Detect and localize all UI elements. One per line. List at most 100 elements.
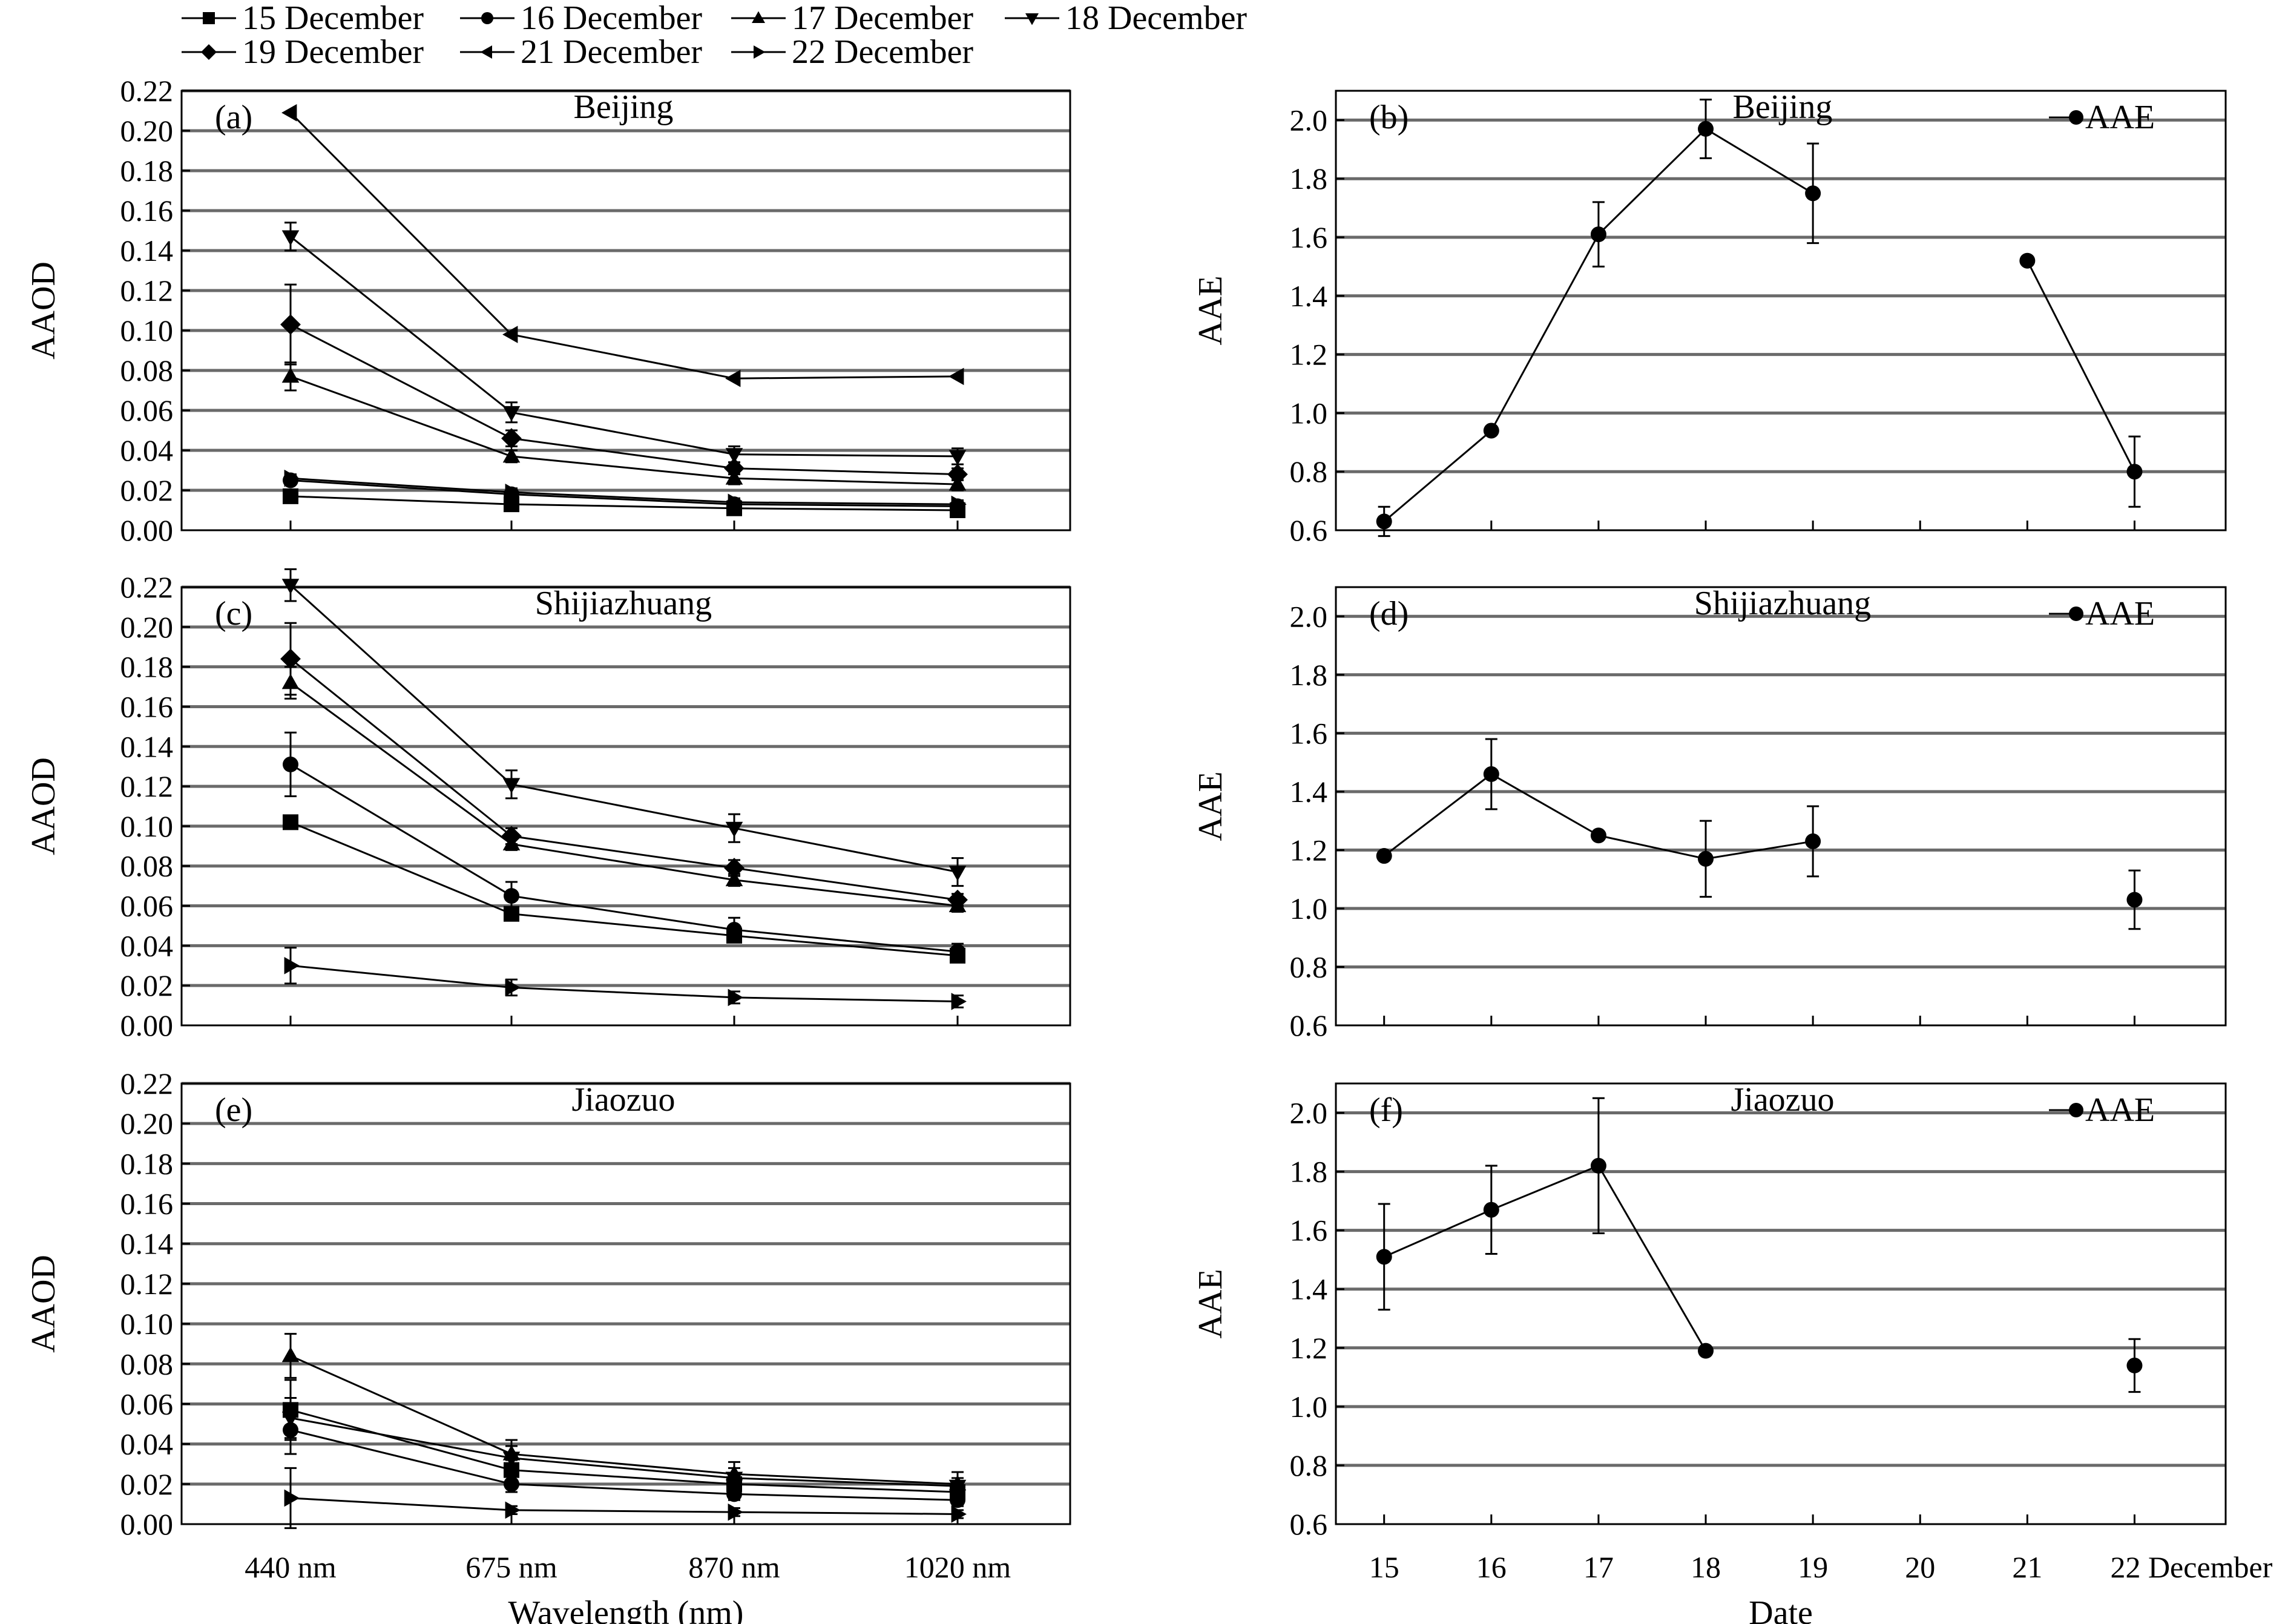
data-point: [725, 1471, 743, 1487]
data-point: [948, 450, 967, 465]
y-tick-label: 0.02: [120, 968, 174, 1002]
plot-frame: [180, 586, 1071, 1027]
series-line: [1383, 773, 1813, 860]
series-line: [1383, 128, 1813, 522]
site-title: Jiaozuo: [1731, 1081, 1834, 1119]
data-point: [502, 406, 521, 422]
series-aae: [1376, 1097, 2143, 1393]
data-point: [281, 367, 300, 383]
series-line: [290, 495, 958, 511]
plot-frame: [1335, 90, 2227, 531]
series-d16: [283, 472, 965, 514]
y-tick-label: 0.16: [120, 689, 174, 723]
series-line: [289, 584, 958, 873]
site-title: Shijiazhuang: [1694, 585, 1871, 622]
y-tick-label: 0.12: [120, 274, 174, 307]
data-point: [504, 1476, 519, 1492]
y-tick-label: 0.12: [120, 1267, 174, 1301]
panels: 0.00 0.02 0.04 0.06 0.08 0.10 0.12 0.14 0.16 0.18…: [25, 74, 2273, 1624]
series-aae: [1376, 99, 2143, 537]
series-d18: [281, 568, 967, 887]
data-point: [502, 1451, 521, 1467]
data-point: [948, 866, 967, 881]
series-line: [290, 477, 958, 505]
data-point: [951, 1505, 967, 1523]
legend-entry-d21: 21 December: [460, 33, 702, 71]
data-point: [947, 464, 968, 485]
series-d19: [280, 283, 968, 485]
series-d15: [283, 814, 965, 964]
x-tick-label: 21: [2012, 1550, 2042, 1584]
y-tick-label: 0.6: [1290, 1008, 1328, 1042]
y-axis-title: AAOD: [25, 1255, 62, 1353]
legend-marker: [2069, 110, 2083, 125]
data-point: [281, 1347, 300, 1363]
data-point: [505, 484, 521, 501]
y-tick-label: 1.0: [1290, 1390, 1328, 1424]
y-tick-label: 1.0: [1290, 396, 1328, 430]
x-tick-label: 16: [1476, 1550, 1507, 1584]
y-tick-label: 0.14: [120, 729, 174, 763]
data-point: [281, 230, 300, 246]
y-axis-title: AAE: [1192, 1269, 1229, 1338]
data-point: [283, 756, 298, 772]
legend-label: AAE: [2085, 1091, 2155, 1129]
legend-marker-circle: [481, 12, 493, 24]
legend-marker-triangle-left: [480, 45, 492, 59]
data-point: [1805, 833, 1821, 849]
panel-d: 0.6 0.8 1.0 1.2 1.4 1.6 1.8 2.0 AAE (d) Shijiazhua…: [1192, 585, 2227, 1042]
data-point: [725, 821, 743, 838]
panel-f: 0.6 0.8 1.0 1.2 1.4 1.6 1.8 2.0 AAE (f) Jiaozuo 15 1…: [1192, 1081, 2273, 1624]
y-tick-label: 1.8: [1290, 1155, 1328, 1189]
panel-c: 0.00 0.02 0.04 0.06 0.08 0.10 0.12 0.14 0.16 0.18…: [25, 568, 1071, 1042]
y-tick-label: 1.6: [1290, 716, 1328, 750]
legend-label: 22 December: [792, 33, 973, 71]
data-point: [281, 1412, 300, 1427]
panel-label: (b): [1369, 99, 1409, 136]
legend-marker-square: [203, 12, 215, 24]
x-axis-title: Date: [1749, 1594, 1813, 1624]
data-point: [284, 469, 300, 487]
data-point: [2126, 1357, 2143, 1373]
data-point: [1805, 185, 1821, 202]
series-d21: [281, 104, 964, 387]
data-point: [501, 826, 522, 847]
y-tick-label: 0.00: [120, 513, 174, 547]
legend: 15 December 16 December 17 December 18 Dece…: [182, 0, 1247, 71]
series-line: [289, 112, 958, 380]
y-tick-label: 0.16: [120, 1187, 174, 1221]
y-tick-label: 0.8: [1290, 1448, 1328, 1482]
y-tick-label: 0.04: [120, 929, 174, 962]
data-point: [502, 778, 521, 794]
legend-label: AAE: [2085, 99, 2155, 136]
y-tick-label: 0.22: [120, 1067, 174, 1100]
data-point: [1590, 827, 1606, 844]
data-point: [725, 870, 743, 887]
legend-label: 18 December: [1065, 0, 1247, 37]
data-point: [505, 1501, 521, 1519]
y-tick-label: 1.2: [1290, 338, 1328, 372]
data-point: [281, 104, 297, 122]
series-line: [290, 1417, 958, 1487]
y-tick-label: 0.18: [120, 1146, 174, 1180]
site-title: Shijiazhuang: [535, 585, 712, 622]
y-tick-label: 1.2: [1290, 1331, 1328, 1365]
x-tick-label: 870 nm: [688, 1550, 780, 1584]
y-tick-label: 1.4: [1290, 279, 1328, 313]
data-point: [284, 956, 300, 975]
series-line: [290, 682, 958, 907]
series-line: [290, 964, 958, 1003]
x-tick-label: 17: [1583, 1550, 1614, 1584]
y-tick-label: 1.4: [1290, 775, 1328, 809]
series-line: [290, 323, 958, 476]
data-point: [504, 888, 519, 904]
y-tick-label: 0.04: [120, 1427, 174, 1461]
y-tick-label: 1.4: [1290, 1272, 1328, 1306]
data-point: [283, 814, 298, 830]
data-point: [283, 488, 298, 504]
x-tick-label: 440 nm: [245, 1550, 337, 1584]
series-d22: [284, 469, 967, 513]
legend-entry-d15: 15 December: [182, 0, 424, 37]
y-tick-label: 1.8: [1290, 162, 1328, 196]
